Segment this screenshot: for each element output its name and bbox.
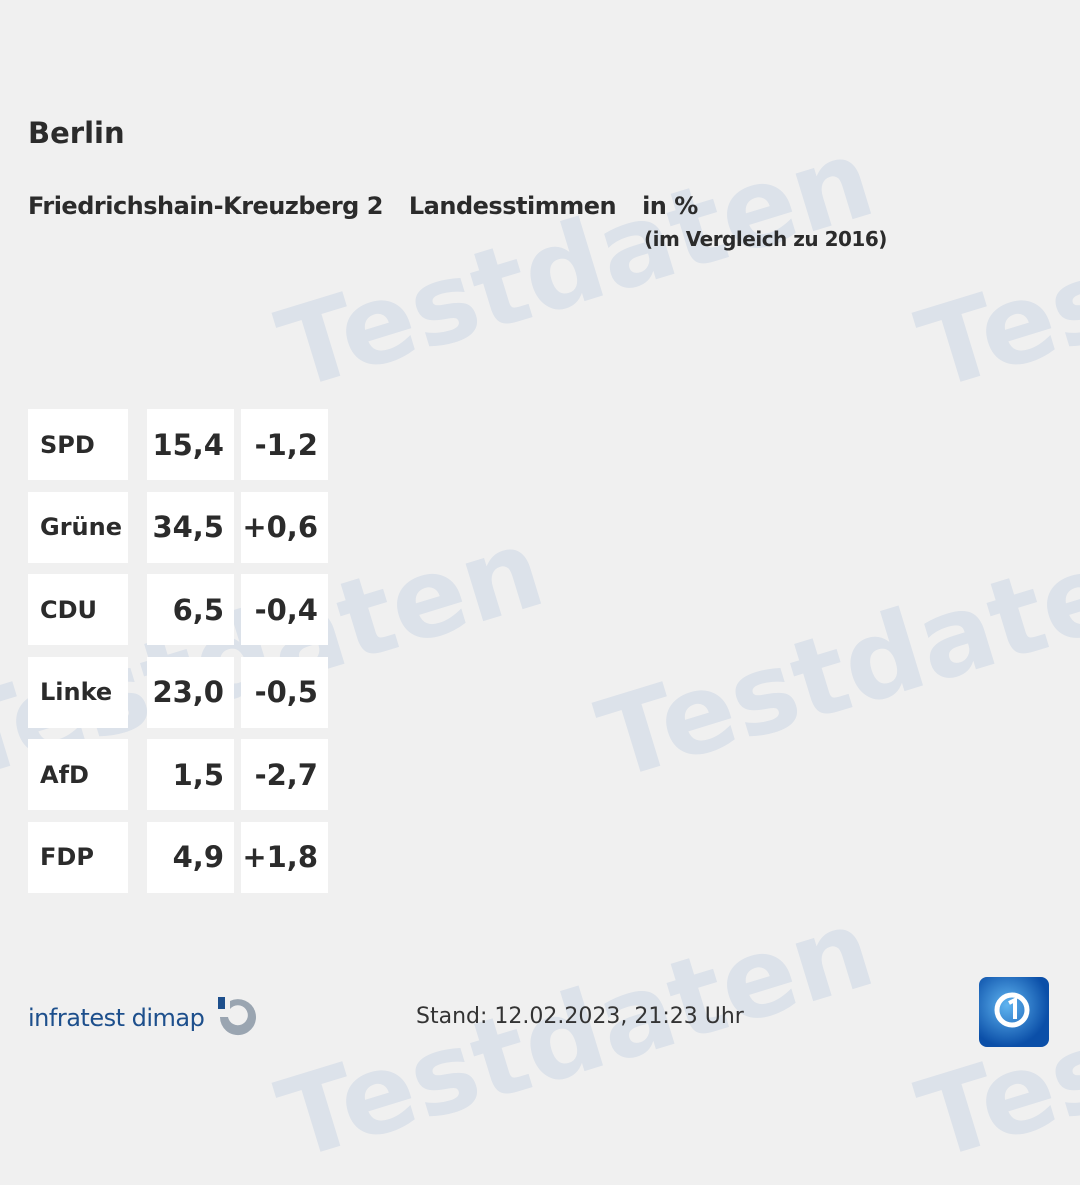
- unit: in %: [642, 192, 698, 220]
- party-diff: -2,7: [241, 739, 328, 810]
- subtitle: Friedrichshain-Kreuzberg 2 Landesstimmen i…: [28, 192, 724, 220]
- infratest-dimap-logo: infratest dimap: [28, 995, 264, 1041]
- party-diff: -0,5: [241, 656, 328, 728]
- party-value: 15,4: [147, 409, 234, 480]
- brand-name: infratest dimap: [28, 1004, 205, 1032]
- party-value: 6,5: [147, 574, 234, 645]
- party-name: CDU: [28, 574, 128, 645]
- watermark: Testdaten: [264, 113, 887, 415]
- watermark: Testdaten: [584, 503, 1080, 805]
- table-row: SPD 15,4 -1,2: [28, 409, 328, 480]
- party-value: 34,5: [147, 491, 234, 563]
- table-row: FDP 4,9 +1,8: [28, 821, 328, 893]
- party-name: FDP: [28, 821, 128, 893]
- table-row: Linke 23,0 -0,5: [28, 656, 328, 728]
- party-value: 1,5: [147, 739, 234, 810]
- vote-type: Landesstimmen: [408, 192, 617, 220]
- party-diff: -1,2: [241, 409, 328, 480]
- table-row: CDU 6,5 -0,4: [28, 574, 328, 645]
- party-name: AfD: [28, 739, 128, 810]
- ard-one-icon: [994, 992, 1030, 1028]
- party-name: Grüne: [28, 491, 128, 563]
- party-value: 4,9: [147, 821, 234, 893]
- results-table: SPD 15,4 -1,2 Grüne 34,5 +0,6 CDU 6,5 -0,4 Lin…: [28, 409, 328, 904]
- party-diff: +0,6: [241, 491, 328, 563]
- page-title: Berlin: [28, 116, 125, 150]
- party-name: SPD: [28, 409, 128, 480]
- party-diff: -0,4: [241, 574, 328, 645]
- table-row: AfD 1,5 -2,7: [28, 739, 328, 810]
- party-diff: +1,8: [241, 821, 328, 893]
- party-value: 23,0: [147, 656, 234, 728]
- watermark: Testdaten: [264, 883, 887, 1185]
- tagesschau-logo: [979, 977, 1049, 1047]
- table-row: Grüne 34,5 +0,6: [28, 491, 328, 563]
- watermark: Testdaten: [904, 113, 1080, 415]
- comparison-note: (im Vergleich zu 2016): [644, 227, 887, 251]
- dimap-logo-icon: [218, 997, 257, 1036]
- timestamp: Stand: 12.02.2023, 21:23 Uhr: [416, 1004, 744, 1029]
- party-name: Linke: [28, 656, 128, 728]
- district-name: Friedrichshain-Kreuzberg 2: [28, 192, 383, 220]
